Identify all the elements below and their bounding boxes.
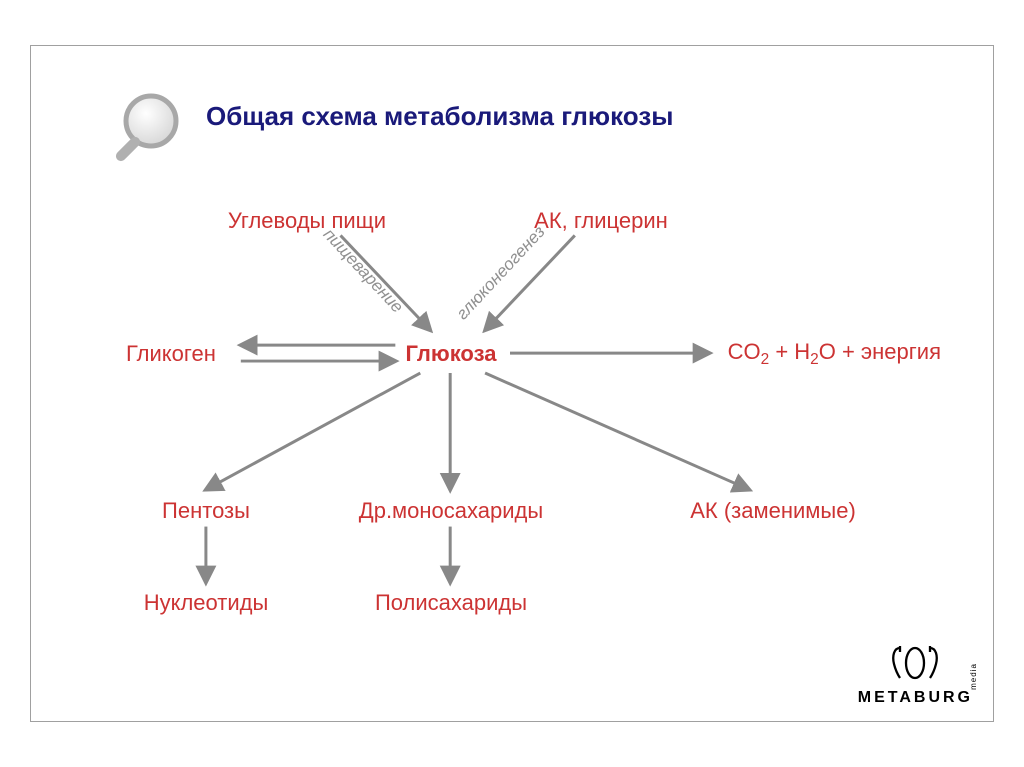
logo-mark-icon — [880, 642, 950, 684]
node-carbs: Углеводы пищи — [228, 208, 386, 234]
node-ak_zam: АК (заменимые) — [690, 498, 856, 524]
node-co2: CO2 + H2O + энергия — [728, 339, 941, 369]
logo-subtext: media — [969, 663, 978, 690]
node-nucleot: Нуклеотиды — [144, 590, 269, 616]
brand-logo: METABURG media — [858, 642, 973, 707]
node-pentoses: Пентозы — [162, 498, 250, 524]
diagram-frame: Общая схема метаболизма глюкозы Углеводы… — [30, 45, 994, 722]
edge-label-0: пищеварение — [319, 225, 407, 318]
magnifier-icon — [101, 86, 191, 176]
node-ak_glyc: АК, глицерин — [534, 208, 668, 234]
node-polysacc: Полисахариды — [375, 590, 527, 616]
arrow-5 — [206, 373, 420, 490]
edge-label-1: глюконеогенез — [453, 222, 550, 324]
node-glycogen: Гликоген — [126, 341, 216, 367]
diagram-title: Общая схема метаболизма глюкозы — [206, 101, 673, 132]
arrow-7 — [485, 373, 749, 490]
node-monosacc: Др.моносахариды — [359, 498, 543, 524]
node-glucose: Глюкоза — [406, 341, 497, 367]
logo-text: METABURG — [858, 689, 973, 707]
